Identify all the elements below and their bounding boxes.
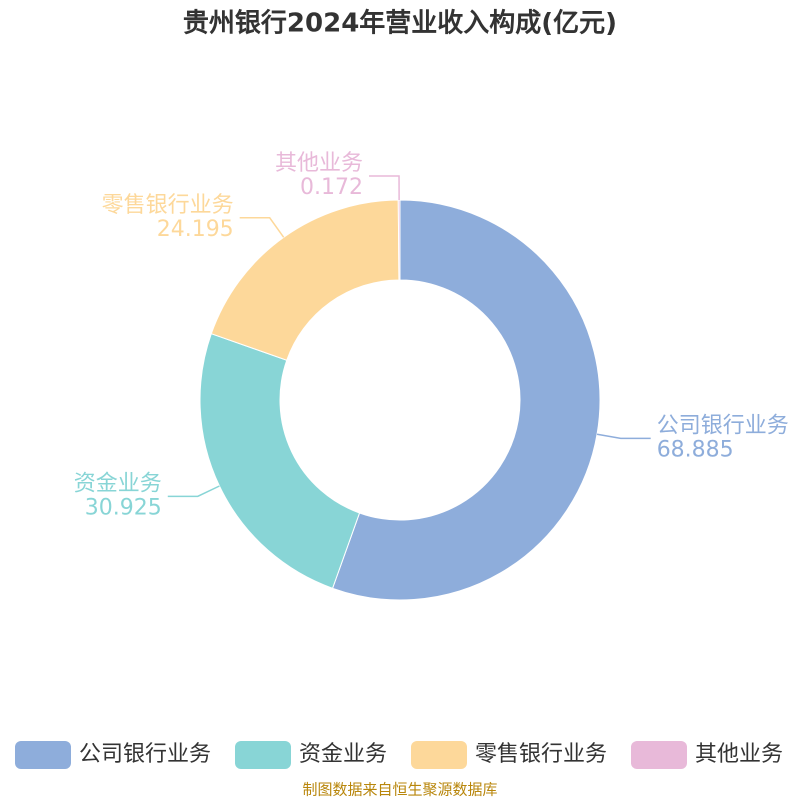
legend-label: 资金业务	[299, 742, 387, 767]
leader-line	[596, 433, 651, 440]
legend-label: 公司银行业务	[79, 742, 211, 767]
chart-title: 贵州银行2024年营业收入构成(亿元)	[183, 8, 617, 39]
legend-label: 其他业务	[695, 742, 783, 767]
legend-swatch	[631, 741, 687, 769]
slice	[199, 333, 361, 589]
source: 制图数据来自恒生聚源数据库	[302, 781, 497, 799]
slice	[397, 199, 401, 281]
slice	[210, 199, 400, 361]
value-label: 30.925	[85, 495, 162, 520]
legend-swatch	[15, 741, 71, 769]
slice	[331, 199, 601, 601]
slice-label: 资金业务	[74, 471, 162, 496]
leader-line	[369, 175, 400, 201]
legend-swatch	[235, 741, 291, 769]
slice-label: 其他业务	[275, 151, 363, 176]
value-label: 0.172	[300, 175, 363, 200]
leader-line	[239, 217, 285, 238]
value-label: 68.885	[657, 437, 734, 462]
slice-label: 公司银行业务	[657, 413, 789, 438]
legend-label: 零售银行业务	[475, 742, 607, 767]
leader-line	[167, 485, 220, 498]
value-label: 24.195	[157, 217, 234, 242]
legend-swatch	[411, 741, 467, 769]
slice-label: 零售银行业务	[102, 193, 234, 218]
